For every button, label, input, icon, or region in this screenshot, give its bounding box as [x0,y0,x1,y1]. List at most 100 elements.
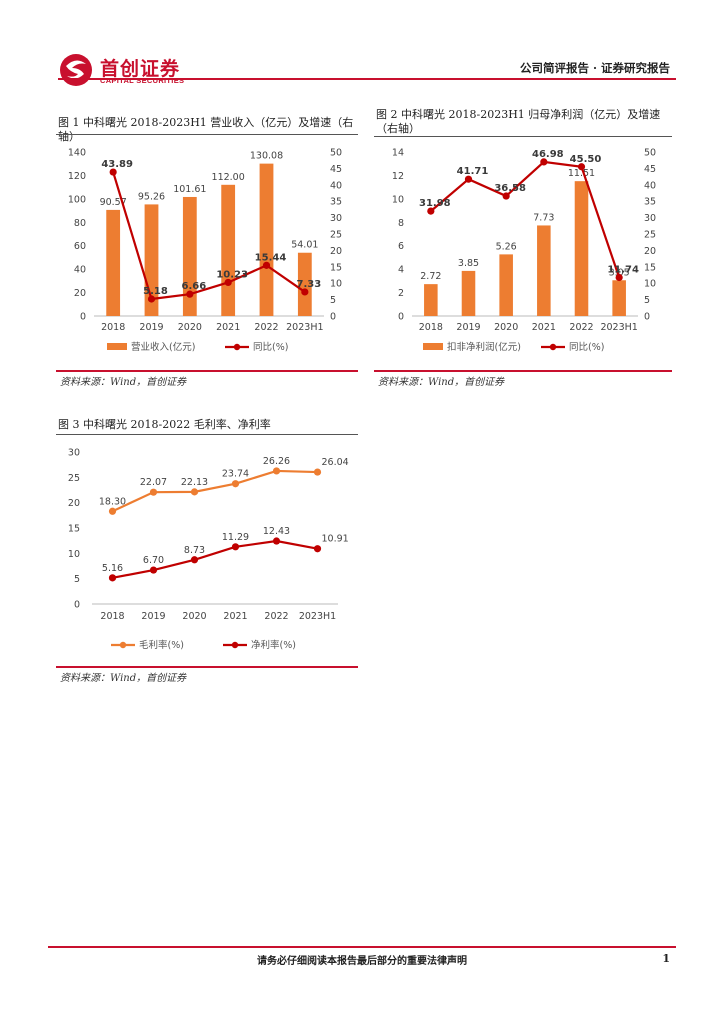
bar-data-label: 101.61 [173,184,206,195]
bar [424,284,438,316]
y-tick-label: 10 [392,194,404,205]
line-data-label: 22.13 [181,477,208,488]
y2-tick-label: 50 [330,148,342,159]
line-point [615,273,623,282]
y-tick-label: 0 [74,600,80,611]
figure-1-source: 资料来源：Wind，首创证券 [60,377,187,388]
legend-swatch-marker [119,641,127,649]
y2-tick-label: 0 [644,312,650,323]
y2-tick-label: 35 [644,197,656,208]
legend-swatch-marker [549,343,557,351]
y2-tick-label: 25 [644,230,656,241]
y-tick-label: 2 [398,288,404,299]
bar [297,252,312,316]
line-point [231,543,240,551]
bar [221,184,236,316]
line-data-label: 36.58 [494,183,526,194]
bar-data-label: 11.51 [568,168,595,179]
line-point [149,566,158,574]
x-tick-label: 2022 [264,611,288,622]
y2-tick-label: 5 [330,295,336,306]
y-tick-label: 14 [392,148,404,159]
line-point [577,163,586,171]
line-data-label: 10.23 [216,269,248,280]
line-point [149,488,158,496]
line-data-label: 41.71 [457,166,489,177]
footer-divider [48,946,676,948]
line-data-label: 11.29 [222,532,249,543]
bar [106,209,121,316]
x-tick-label: 2018 [419,322,443,333]
x-tick-label: 2019 [141,611,165,622]
line-point [540,158,548,166]
line-data-label: 23.74 [222,469,249,480]
x-tick-label: 2023H1 [299,611,336,622]
chart-net-profit: 0 2 4 6 8 10 12 14 0 5 10 15 20 25 30 35 40 45 50 2018 2.72 2… [392,148,656,354]
legend-swatch-marker [233,343,241,351]
y2-tick-label: 40 [644,180,656,191]
series-line [112,469,318,513]
x-tick-label: 2020 [182,611,206,622]
y-tick-label: 5 [74,574,80,585]
header-divider [58,78,676,80]
line-data-label: 26.04 [322,457,349,468]
y-tick-label: 100 [68,194,86,205]
y-tick-label: 0 [398,312,404,323]
legend-swatch-bar [423,343,443,350]
y-tick-label: 40 [74,265,86,276]
bar-data-label: 5.26 [496,241,517,252]
x-tick-label: 2023H1 [600,322,637,333]
bar [499,254,513,316]
y-tick-label: 15 [68,524,80,535]
figure-3-source: 资料来源：Wind，首创证券 [60,673,187,684]
line-data-label: 18.30 [99,496,126,507]
line-data-label: 31.98 [419,198,451,209]
line-point [272,537,281,545]
line-data-label: 6.66 [181,281,206,292]
y2-tick-label: 45 [644,164,656,175]
line-point [186,290,194,298]
x-tick-label: 2019 [456,322,480,333]
y2-tick-label: 50 [644,148,656,159]
line-data-label: 22.07 [140,477,167,488]
bar-data-label: 95.26 [138,191,165,202]
legal-disclaimer: 请务必仔细阅读本报告最后部分的重要法律声明 [257,956,467,967]
line-point [272,467,281,475]
line-data-label: 46.98 [532,149,564,160]
figure-2-bottom-rule [374,370,672,372]
bar-data-label: 130.08 [250,151,283,162]
y-tick-label: 0 [80,312,86,323]
x-tick-label: 2022 [569,322,593,333]
y-tick-label: 12 [392,171,404,182]
x-tick-label: 2021 [216,322,240,333]
line-point [427,207,435,215]
line-data-label: 7.33 [296,279,321,290]
bar [461,270,476,316]
figure-3-title: 图 3 中科曙光 2018-2022 毛利率、净利率 [58,418,271,431]
series-line [112,171,306,301]
bar [612,280,626,316]
brand-subtitle: CAPITAL SECURITIES [100,76,185,85]
figure-3-top-rule [56,434,358,435]
bar [574,181,589,316]
chart-margins: 0 5 10 15 20 25 30 2018 2019 2020 2021 2022 2023H1 18… [68,448,349,652]
y-tick-label: 6 [398,241,404,252]
figure-1-bottom-rule [56,370,358,372]
line-data-label: 10.91 [322,534,349,545]
legend-label: 毛利率(%) [139,639,184,651]
line-point [147,295,156,303]
line-point [108,574,117,582]
bar-data-label: 112.00 [212,172,245,183]
figure-2-title: 图 2 中科曙光 2018-2023H1 归母净利润（亿元）及增速（右轴） [376,108,661,135]
line-data-label: 15.44 [255,252,287,263]
y2-tick-label: 20 [644,246,656,257]
y-tick-label: 20 [74,288,86,299]
line-point [108,507,117,515]
y2-tick-label: 45 [330,164,342,175]
line-data-label: 5.18 [143,286,168,297]
legend-label: 同比(%) [569,341,604,353]
line-data-label: 12.43 [263,526,290,537]
y2-tick-label: 10 [644,279,656,290]
line-point [502,192,510,200]
y2-tick-label: 10 [330,279,342,290]
